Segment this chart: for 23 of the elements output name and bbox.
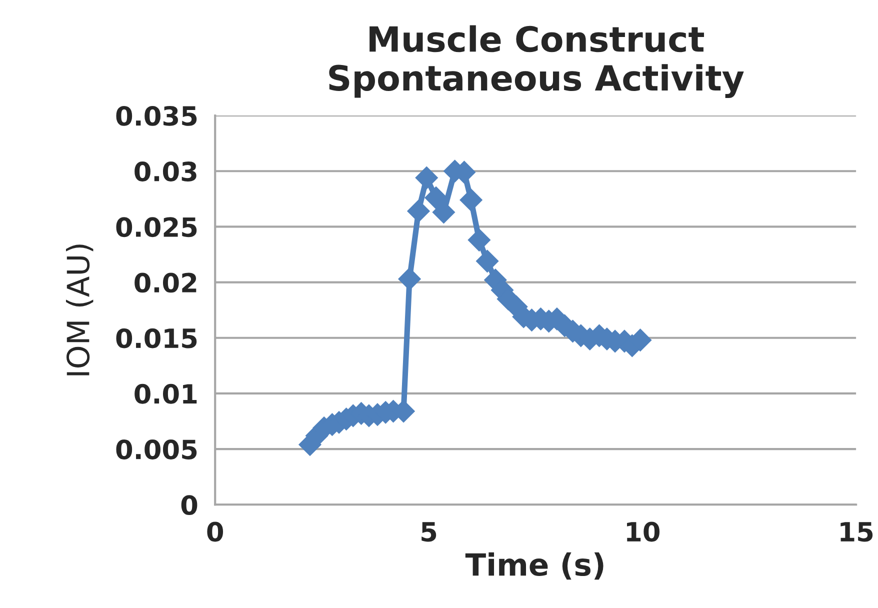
- y-tick-label: 0.03: [134, 162, 196, 182]
- y-tick-label: 0.035: [116, 106, 197, 126]
- x-tick-label: 0: [207, 522, 224, 542]
- y-tick-label: 0.02: [134, 272, 196, 293]
- y-tick-label: 0.005: [116, 439, 197, 460]
- point: [398, 268, 421, 290]
- point: [468, 228, 490, 252]
- y-tick-label: 0.01: [134, 384, 197, 404]
- x-axis-title: Time (s): [465, 552, 604, 580]
- point: [476, 250, 499, 272]
- point: [432, 200, 456, 224]
- point: [424, 186, 448, 210]
- point: [460, 188, 482, 212]
- y-tick-label: 0.015: [116, 328, 197, 348]
- point: [407, 200, 430, 222]
- y-tick-label: 0.025: [116, 217, 197, 238]
- x-tick-label: 10: [627, 522, 660, 542]
- x-tick-label: 15: [840, 522, 873, 542]
- y-tick-label: 0: [181, 495, 198, 516]
- x-tick-label: 5: [422, 522, 436, 542]
- y-axis-title: IOM (AU): [66, 244, 94, 376]
- chart-title: Muscle Construct Spontaneous Activity: [329, 25, 744, 98]
- point: [415, 166, 438, 190]
